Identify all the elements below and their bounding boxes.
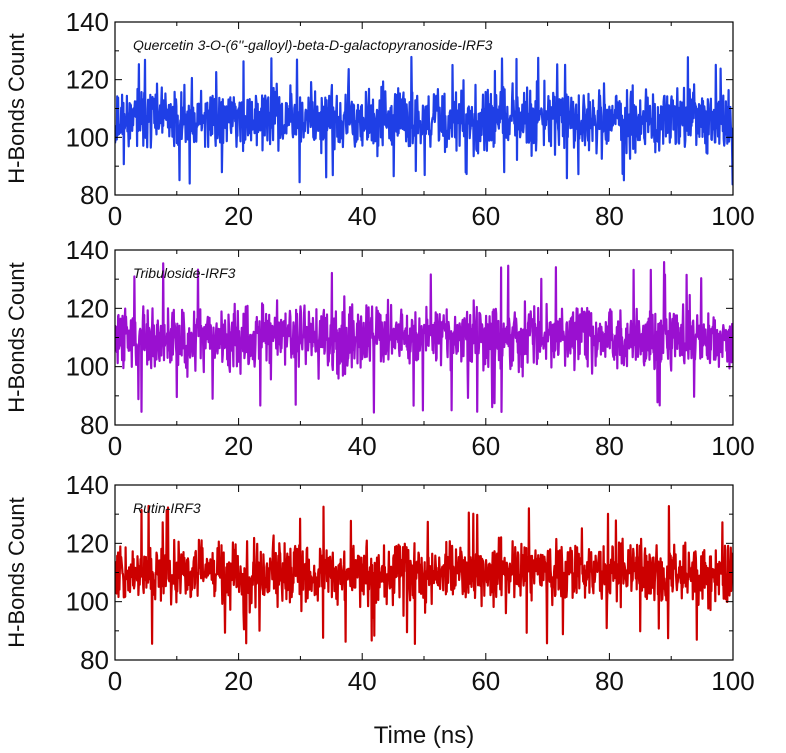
y-tick-label-bottom: 80 <box>80 645 109 675</box>
panel-label-middle: Tribuloside-IRF3 <box>133 265 236 281</box>
x-tick-label-top: 0 <box>108 201 122 231</box>
y-axis-title-bottom: H-Bonds Count <box>4 497 29 647</box>
y-axis-title-top: H-Bonds Count <box>4 33 29 183</box>
y-tick-label-top: 140 <box>66 7 109 37</box>
panel-top: 0 20 40 60 80 100 80 100 120 140 H-Bonds Count Quer… <box>4 7 755 231</box>
y-tick-label-top: 80 <box>80 180 109 210</box>
y-tick-label-bottom: 100 <box>66 587 109 617</box>
series-line-top <box>115 55 733 186</box>
x-tick-label-bottom: 100 <box>711 666 754 696</box>
x-tick-label-middle: 60 <box>471 431 500 461</box>
x-tick-label-top: 100 <box>711 201 754 231</box>
x-tick-label-middle: 100 <box>711 431 754 461</box>
x-tick-label-middle: 0 <box>108 431 122 461</box>
panel-bottom: 0 20 40 60 80 100 80 100 120 140 H-Bonds Count Ruti… <box>4 470 755 749</box>
x-tick-label-top: 80 <box>595 201 624 231</box>
y-tick-label-middle: 140 <box>66 235 109 265</box>
y-tick-label-top: 100 <box>66 122 109 152</box>
x-tick-label-top: 20 <box>224 201 253 231</box>
panel-label-bottom: Rutin-IRF3 <box>133 500 201 516</box>
y-tick-label-bottom: 140 <box>66 470 109 500</box>
x-tick-label-top: 40 <box>348 201 377 231</box>
y-tick-label-bottom: 120 <box>66 528 109 558</box>
y-tick-label-top: 120 <box>66 65 109 95</box>
x-tick-label-top: 60 <box>471 201 500 231</box>
y-tick-label-middle: 100 <box>66 352 109 382</box>
x-tick-label-bottom: 0 <box>108 666 122 696</box>
x-tick-label-middle: 80 <box>595 431 624 461</box>
x-tick-label-bottom: 40 <box>348 666 377 696</box>
x-tick-label-middle: 20 <box>224 431 253 461</box>
x-tick-label-bottom: 20 <box>224 666 253 696</box>
x-axis-title: Time (ns) <box>374 722 474 749</box>
series-line-middle <box>115 261 733 414</box>
x-tick-label-bottom: 60 <box>471 666 500 696</box>
panel-middle: 0 20 40 60 80 100 80 100 120 140 H-Bonds Count Trib… <box>4 235 755 461</box>
y-axis-title-middle: H-Bonds Count <box>4 262 29 412</box>
x-tick-label-bottom: 80 <box>595 666 624 696</box>
panel-label-top: Quercetin 3-O-(6''-galloyl)-beta-D-galac… <box>133 37 493 53</box>
series-line-bottom <box>115 504 733 646</box>
y-tick-label-middle: 120 <box>66 293 109 323</box>
y-tick-label-middle: 80 <box>80 410 109 440</box>
x-tick-label-middle: 40 <box>348 431 377 461</box>
